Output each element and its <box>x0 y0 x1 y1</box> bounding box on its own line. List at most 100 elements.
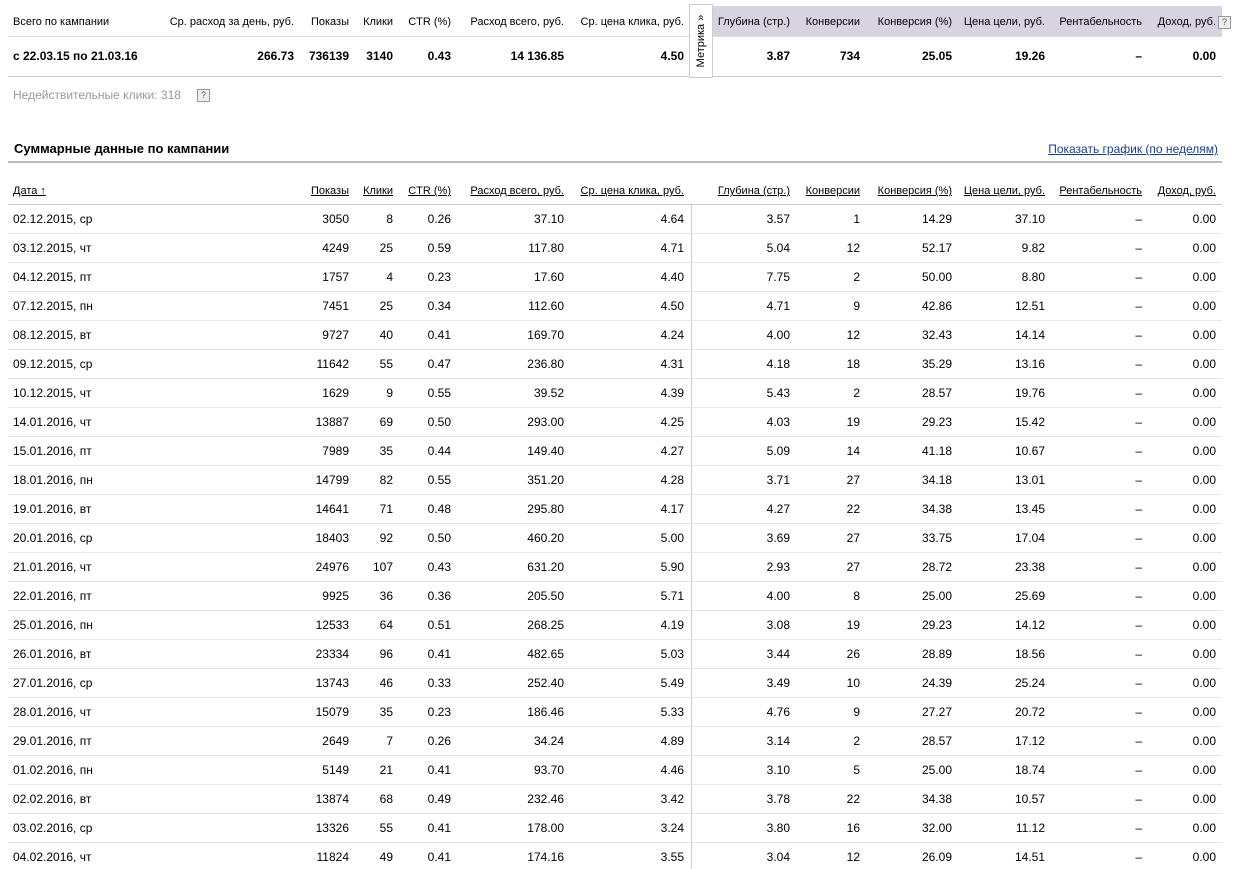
summary-value: 0.00 <box>1192 49 1216 63</box>
cell: 25.01.2016, пн <box>13 618 93 632</box>
cell: 112.60 <box>528 299 564 313</box>
metrika-tab[interactable]: Метрика » <box>689 4 713 78</box>
cell: 4.27 <box>766 502 790 516</box>
cell: 0.34 <box>427 299 451 313</box>
row-divider <box>8 755 1222 756</box>
cell: – <box>1135 241 1142 255</box>
cell: 0.00 <box>1192 270 1216 284</box>
column-header[interactable]: Доход, руб. <box>1157 185 1216 197</box>
cell: 4.27 <box>660 444 684 458</box>
summary-value: с 22.03.15 по 21.03.16 <box>13 49 138 63</box>
cell: 27 <box>846 560 860 574</box>
cell: – <box>1135 502 1142 516</box>
cell: 4.71 <box>660 241 684 255</box>
cell: 0.23 <box>427 270 451 284</box>
cell: 8.80 <box>1021 270 1045 284</box>
cell: 13887 <box>315 415 349 429</box>
cell: 236.80 <box>527 357 564 371</box>
cell: 4.71 <box>766 299 790 313</box>
help-icon[interactable]: ? <box>197 89 210 102</box>
summary-value: 19.26 <box>1014 49 1045 63</box>
cell: 295.80 <box>527 502 564 516</box>
row-divider <box>8 494 1222 495</box>
cell: 29.01.2016, пт <box>13 734 92 748</box>
column-header[interactable]: CTR (%) <box>408 185 451 197</box>
cell: 2 <box>853 734 860 748</box>
cell: 16 <box>846 821 860 835</box>
cell: 0.50 <box>427 415 451 429</box>
cell: – <box>1135 473 1142 487</box>
row-divider <box>8 523 1222 524</box>
column-header[interactable]: Ср. цена клика, руб. <box>580 185 684 197</box>
cell: 18 <box>846 357 860 371</box>
cell: 14 <box>846 444 860 458</box>
cell: 1 <box>853 212 860 226</box>
cell: 13874 <box>315 792 349 806</box>
cell: 3.57 <box>766 212 790 226</box>
cell: 0.00 <box>1192 647 1216 661</box>
cell: 0.00 <box>1192 531 1216 545</box>
cell: 17.60 <box>533 270 564 284</box>
cell: 15079 <box>315 705 349 719</box>
cell: 0.41 <box>427 647 451 661</box>
cell: 29.23 <box>921 415 952 429</box>
column-header[interactable]: Цена цели, руб. <box>963 185 1045 197</box>
cell: 12.51 <box>1014 299 1045 313</box>
column-header[interactable]: Рентабельность <box>1059 185 1142 197</box>
summary-header: CTR (%) <box>408 16 451 28</box>
column-header[interactable]: Расход всего, руб. <box>470 185 564 197</box>
cell: 35 <box>379 444 393 458</box>
row-divider <box>8 291 1222 292</box>
cell: 482.65 <box>527 647 564 661</box>
column-header[interactable]: Дата ↑ <box>13 185 46 197</box>
cell: 0.00 <box>1192 763 1216 777</box>
section-divider <box>8 161 1222 163</box>
row-divider <box>8 552 1222 553</box>
cell: 8 <box>853 589 860 603</box>
summary-header: Доход, руб. <box>1157 16 1216 28</box>
cell: 3.78 <box>766 792 790 806</box>
column-header[interactable]: Конверсии <box>805 185 860 197</box>
cell: 13326 <box>315 821 349 835</box>
cell: 7451 <box>322 299 349 313</box>
column-header[interactable]: Клики <box>363 185 393 197</box>
cell: 0.26 <box>427 212 451 226</box>
summary-header: Всего по кампании <box>13 16 110 28</box>
cell: 2 <box>853 386 860 400</box>
cell: 268.25 <box>527 618 564 632</box>
chart-link[interactable]: Показать график (по неделям) <box>1048 142 1218 156</box>
cell: 12 <box>846 241 860 255</box>
cell: 7 <box>386 734 393 748</box>
cell: 4.18 <box>766 357 790 371</box>
summary-header: Конверсии <box>805 16 860 28</box>
cell: 4.00 <box>766 328 790 342</box>
cell: 1757 <box>322 270 349 284</box>
cell: 4.76 <box>766 705 790 719</box>
cell: 14.14 <box>1014 328 1045 342</box>
column-header[interactable]: Глубина (стр.) <box>717 185 790 197</box>
cell: 107 <box>372 560 393 574</box>
cell: 0.00 <box>1192 821 1216 835</box>
cell: 0.00 <box>1192 560 1216 574</box>
cell: 252.40 <box>527 676 564 690</box>
column-header[interactable]: Показы <box>310 185 349 197</box>
cell: 46 <box>379 676 393 690</box>
cell: 3050 <box>322 212 349 226</box>
cell: 64 <box>379 618 393 632</box>
column-header[interactable]: Конверсия (%) <box>877 185 952 197</box>
summary-value: 266.73 <box>257 49 294 63</box>
cell: 9727 <box>322 328 349 342</box>
cell: 3.49 <box>766 676 790 690</box>
row-divider <box>8 233 1222 234</box>
cell: 4.50 <box>660 299 684 313</box>
cell: 19 <box>846 415 860 429</box>
cell: 0.36 <box>427 589 451 603</box>
cell: 27.01.2016, ср <box>13 676 93 690</box>
cell: – <box>1135 647 1142 661</box>
cell: 0.00 <box>1192 328 1216 342</box>
column-separator <box>691 204 692 869</box>
help-icon[interactable]: ? <box>1218 16 1231 29</box>
row-divider <box>8 610 1222 611</box>
cell: 27 <box>846 473 860 487</box>
cell: 92 <box>379 531 393 545</box>
